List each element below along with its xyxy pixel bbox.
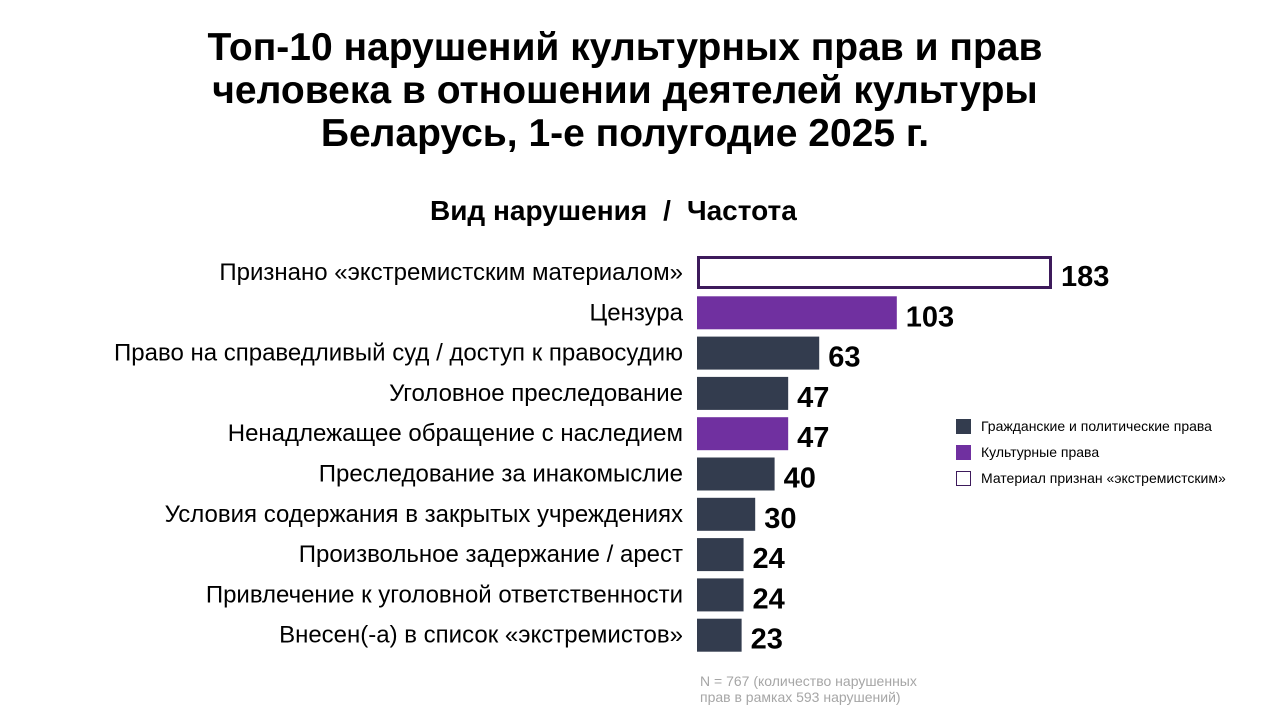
category-label-10: Внесен(-а) в список «экстремистов» xyxy=(279,622,683,649)
category-label-1: Признано «экстремистским материалом» xyxy=(219,259,683,286)
legend-item-extremist: Материал признан «экстремистским» xyxy=(956,468,1226,488)
category-label-5: Ненадлежащее обращение с наследием xyxy=(228,420,683,447)
bar-8 xyxy=(697,538,744,572)
legend-label-cultural: Культурные права xyxy=(981,444,1100,460)
value-label-7: 30 xyxy=(764,503,796,535)
bar-6 xyxy=(697,457,775,491)
value-label-1: 183 xyxy=(1061,261,1109,293)
category-label-4: Уголовное преследование xyxy=(389,380,683,407)
column-header-category: Вид нарушения xyxy=(430,195,648,226)
column-header-separator: / xyxy=(663,195,671,226)
legend-label-extremist: Материал признан «экстремистским» xyxy=(981,470,1226,486)
legend-swatch-extremist xyxy=(956,470,971,486)
value-label-6: 40 xyxy=(784,463,816,495)
bar-7 xyxy=(697,497,756,531)
footnote: N = 767 (количество нарушенных прав в ра… xyxy=(700,673,960,705)
bar-10 xyxy=(697,618,742,652)
bar-4 xyxy=(697,376,789,410)
legend-swatch-cultural xyxy=(956,444,971,460)
legend-item-cultural: Культурные права xyxy=(956,442,1226,462)
legend-label-civil: Гражданские и политические права xyxy=(981,418,1212,434)
value-label-4: 47 xyxy=(797,382,829,414)
category-label-2: Цензура xyxy=(589,299,683,326)
bar-3 xyxy=(697,336,820,370)
value-label-8: 24 xyxy=(753,543,785,575)
column-header: Вид нарушения / Частота xyxy=(430,195,797,227)
footnote-line-2: прав в рамках 593 нарушений) xyxy=(700,689,901,705)
category-label-6: Преследование за инакомыслие xyxy=(319,461,683,488)
bar-1 xyxy=(697,256,1052,289)
value-label-10: 23 xyxy=(751,624,783,656)
value-label-5: 47 xyxy=(797,422,829,454)
category-label-8: Произвольное задержание / арест xyxy=(299,541,683,568)
value-label-3: 63 xyxy=(828,342,860,374)
legend-item-civil: Гражданские и политические права xyxy=(956,416,1226,436)
column-header-frequency: Частота xyxy=(686,195,797,226)
legend-swatch-civil xyxy=(956,418,971,434)
bar-5 xyxy=(697,417,789,451)
bar-2 xyxy=(697,296,897,330)
value-label-9: 24 xyxy=(753,583,785,615)
title-line-3: Беларусь, 1-е полугодие 2025 г. xyxy=(320,112,930,155)
bar-9 xyxy=(697,578,744,612)
category-label-3: Право на справедливый суд / доступ к пра… xyxy=(114,340,683,367)
value-label-2: 103 xyxy=(906,301,954,333)
footnote-line-1: N = 767 (количество нарушенных xyxy=(700,673,917,689)
title-line-2: человека в отношении деятелей культуры xyxy=(212,69,1038,112)
legend: Гражданские и политические права Культур… xyxy=(956,416,1226,494)
category-label-7: Условия содержания в закрытых учреждения… xyxy=(165,501,683,528)
chart-title: Топ-10 нарушений культурных прав и прав … xyxy=(120,26,1130,155)
category-label-9: Привлечение к уголовной ответственности xyxy=(206,581,683,608)
title-line-1: Топ-10 нарушений культурных прав и прав xyxy=(207,26,1043,69)
